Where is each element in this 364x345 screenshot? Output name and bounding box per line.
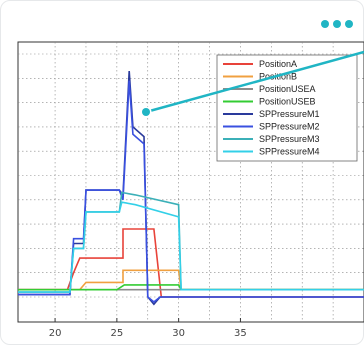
- callout-line: [145, 50, 364, 114]
- series-line-sppressurem2: [18, 80, 364, 303]
- legend-label: SPPressureM2: [259, 122, 320, 132]
- legend-label: PositionA: [259, 59, 297, 69]
- legend-label: PositionUSEA: [259, 84, 316, 94]
- callout-dot: [142, 108, 150, 116]
- x-tick-label: 35: [234, 328, 247, 339]
- x-tick-label: 30: [172, 328, 185, 339]
- more-horizontal-icon[interactable]: [315, 15, 359, 33]
- x-tick-label: 20: [49, 328, 62, 339]
- x-tick-label: 25: [110, 328, 123, 339]
- series-line-sppressurem4: [18, 201, 364, 293]
- legend-label: SPPressureM4: [259, 147, 320, 157]
- legend-label: SPPressureM1: [259, 109, 320, 119]
- legend-label: SPPressureM3: [259, 134, 320, 144]
- legend-label: PositionUSEB: [259, 97, 316, 107]
